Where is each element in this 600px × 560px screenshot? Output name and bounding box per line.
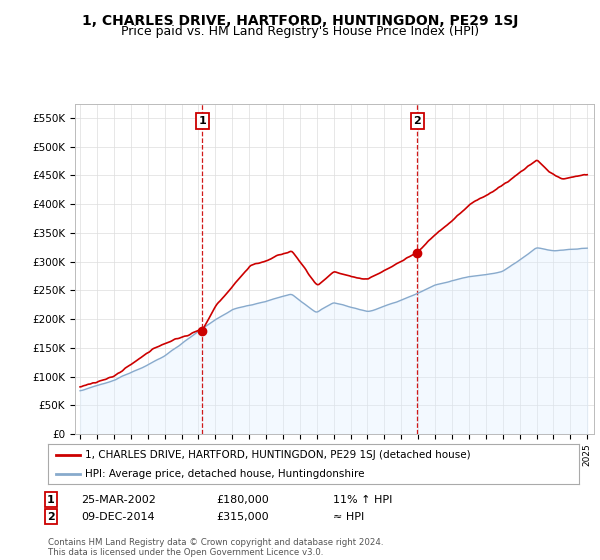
Text: ≈ HPI: ≈ HPI — [333, 512, 364, 522]
Text: 11% ↑ HPI: 11% ↑ HPI — [333, 494, 392, 505]
Text: 1, CHARLES DRIVE, HARTFORD, HUNTINGDON, PE29 1SJ: 1, CHARLES DRIVE, HARTFORD, HUNTINGDON, … — [82, 14, 518, 28]
Text: HPI: Average price, detached house, Huntingdonshire: HPI: Average price, detached house, Hunt… — [85, 469, 365, 479]
Text: 1: 1 — [47, 494, 55, 505]
Text: 2: 2 — [47, 512, 55, 522]
Text: Contains HM Land Registry data © Crown copyright and database right 2024.
This d: Contains HM Land Registry data © Crown c… — [48, 538, 383, 557]
Text: 09-DEC-2014: 09-DEC-2014 — [81, 512, 155, 522]
Text: £180,000: £180,000 — [216, 494, 269, 505]
Text: £315,000: £315,000 — [216, 512, 269, 522]
Text: 1: 1 — [199, 116, 206, 126]
Text: 25-MAR-2002: 25-MAR-2002 — [81, 494, 156, 505]
Text: Price paid vs. HM Land Registry's House Price Index (HPI): Price paid vs. HM Land Registry's House … — [121, 25, 479, 38]
Text: 1, CHARLES DRIVE, HARTFORD, HUNTINGDON, PE29 1SJ (detached house): 1, CHARLES DRIVE, HARTFORD, HUNTINGDON, … — [85, 450, 471, 460]
Text: 2: 2 — [413, 116, 421, 126]
